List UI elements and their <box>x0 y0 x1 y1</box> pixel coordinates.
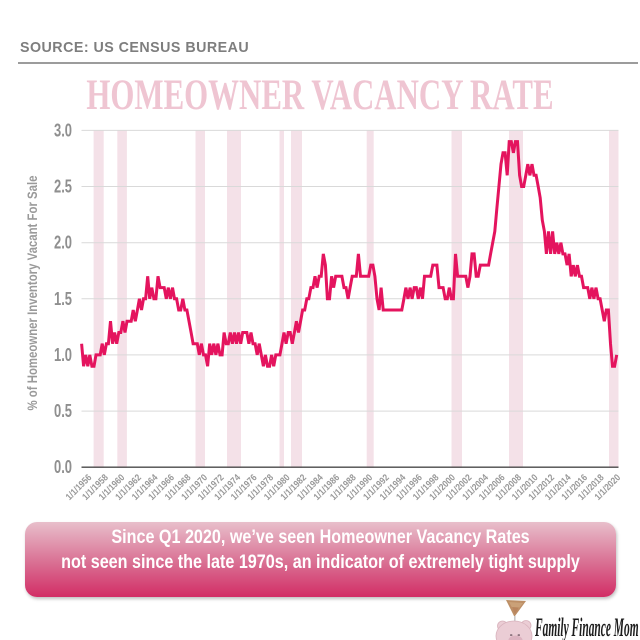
svg-text:1.5: 1.5 <box>54 289 72 309</box>
svg-text:2.0: 2.0 <box>54 233 72 253</box>
svg-text:2.5: 2.5 <box>54 177 72 197</box>
svg-text:% of Homeowner Inventory Vacan: % of Homeowner Inventory Vacant For Sale <box>25 175 40 410</box>
svg-text:3.0: 3.0 <box>54 120 72 140</box>
svg-text:0.0: 0.0 <box>54 457 72 477</box>
svg-text:1.0: 1.0 <box>54 345 72 365</box>
svg-text:0.5: 0.5 <box>54 401 72 421</box>
